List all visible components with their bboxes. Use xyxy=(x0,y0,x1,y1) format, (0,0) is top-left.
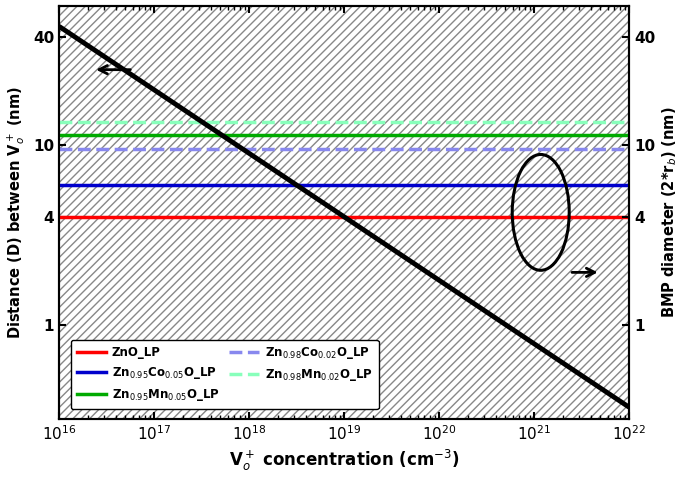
Y-axis label: BMP diameter (2*r$_b$) (nm): BMP diameter (2*r$_b$) (nm) xyxy=(661,107,680,318)
Y-axis label: Distance (D) between V$_o^+$ (nm): Distance (D) between V$_o^+$ (nm) xyxy=(5,86,27,339)
Legend: ZnO_LP, Zn$_{0.95}$Co$_{0.05}$O_LP, Zn$_{0.95}$Mn$_{0.05}$O_LP, Zn$_{0.98}$Co$_{: ZnO_LP, Zn$_{0.95}$Co$_{0.05}$O_LP, Zn$_… xyxy=(71,340,379,409)
X-axis label: V$_o^+$ concentration (cm$^{-3}$): V$_o^+$ concentration (cm$^{-3}$) xyxy=(229,448,459,473)
